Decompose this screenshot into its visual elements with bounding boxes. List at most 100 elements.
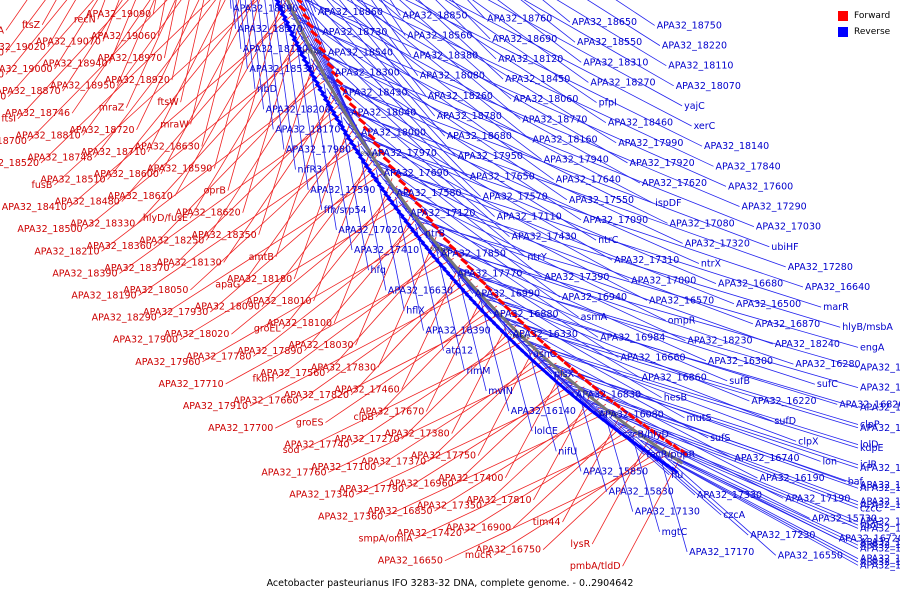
gene-arrow[interactable] bbox=[298, 4, 307, 13]
gene-label[interactable]: hlyB/msbA bbox=[842, 322, 893, 333]
gene-label[interactable]: ntrX bbox=[701, 259, 722, 270]
gene-arrow[interactable] bbox=[311, 77, 321, 86]
gene-arrow[interactable] bbox=[326, 62, 335, 70]
gene-arrow[interactable] bbox=[339, 86, 348, 94]
gene-label[interactable]: APA32_18610 bbox=[108, 191, 173, 202]
gene-arrow[interactable] bbox=[281, 17, 291, 25]
gene-label[interactable]: APA32_16300 bbox=[708, 356, 773, 367]
gene-label[interactable]: APA32_16220 bbox=[751, 396, 816, 407]
gene-label[interactable]: mraW bbox=[160, 119, 189, 130]
gene-label[interactable]: asnC bbox=[533, 349, 557, 360]
gene-arrow[interactable] bbox=[516, 317, 525, 325]
gene-arrow[interactable] bbox=[591, 384, 600, 392]
gene-label[interactable]: APA32_18180 bbox=[227, 274, 292, 285]
gene-label[interactable]: APA32_16680 bbox=[718, 279, 783, 290]
gene-label[interactable]: APA32_17810 bbox=[466, 495, 531, 506]
gene-arrow[interactable] bbox=[291, 37, 300, 45]
gene-arrow[interactable] bbox=[570, 366, 579, 375]
gene-label[interactable]: APA32_18210 bbox=[34, 246, 99, 257]
gene-arrow[interactable] bbox=[362, 125, 371, 133]
gene-label[interactable]: mraZ bbox=[99, 103, 125, 114]
gene-label[interactable]: APA32_18500 bbox=[17, 224, 82, 235]
gene-label[interactable]: APA32_18300 bbox=[335, 67, 400, 78]
gene-label[interactable]: APA32_16570 bbox=[649, 295, 714, 306]
gene-label[interactable]: APA32_18080 bbox=[420, 71, 485, 82]
gene-label[interactable]: marR bbox=[823, 302, 849, 313]
gene-label[interactable]: APA32_17290 bbox=[742, 202, 807, 213]
gene-label[interactable]: lolD bbox=[860, 440, 878, 451]
gene-label[interactable]: APA32_18220 bbox=[662, 41, 727, 52]
gene-arrow[interactable] bbox=[309, 29, 319, 38]
gene-label[interactable]: APA32_16430 bbox=[860, 557, 900, 568]
gene-arrow[interactable] bbox=[478, 278, 487, 286]
gene-label[interactable]: lysR bbox=[570, 539, 590, 550]
gene-label[interactable]: APA32_17120 bbox=[410, 208, 475, 219]
gene-label[interactable]: APA32_17460 bbox=[335, 384, 400, 395]
gene-label[interactable]: hfq bbox=[371, 265, 386, 276]
gene-label[interactable]: APA32_17650 bbox=[470, 171, 535, 182]
gene-label[interactable]: APA32_17100 bbox=[311, 462, 376, 473]
gene-arrow[interactable] bbox=[354, 150, 363, 158]
gene-label[interactable]: xerC bbox=[694, 121, 716, 132]
gene-label[interactable]: APA32_17080 bbox=[670, 218, 735, 229]
gene-label[interactable]: APA32_16820 bbox=[839, 399, 900, 410]
gene-label[interactable]: groEL bbox=[254, 324, 282, 335]
gene-label[interactable]: APA32_18290 bbox=[92, 313, 157, 324]
gene-arrow[interactable] bbox=[536, 336, 545, 344]
gene-label[interactable]: APA32_17270 bbox=[334, 434, 399, 445]
gene-label[interactable]: APA32_16960 bbox=[389, 478, 454, 489]
gene-label[interactable]: APA32_17670 bbox=[359, 407, 424, 418]
gene-arrow[interactable] bbox=[670, 466, 679, 474]
gene-label[interactable]: sufS bbox=[710, 433, 730, 444]
gene-arrow[interactable] bbox=[529, 330, 538, 338]
gene-label[interactable]: pmbA/tldD bbox=[570, 561, 621, 572]
gene-label[interactable]: APA32_18530 bbox=[249, 64, 314, 75]
gene-label[interactable]: APA32_17600 bbox=[728, 181, 793, 192]
gene-label[interactable]: APA32_16830 bbox=[576, 389, 641, 400]
gene-label[interactable]: APA32_17280 bbox=[788, 262, 853, 273]
gene-arrow[interactable] bbox=[448, 243, 457, 252]
gene-arrow[interactable] bbox=[509, 311, 519, 319]
gene-label[interactable]: APA32_18850 bbox=[402, 10, 467, 21]
gene-arrow[interactable] bbox=[294, 42, 303, 51]
gene-label[interactable]: APA32_18560 bbox=[407, 31, 472, 42]
gene-arrow[interactable] bbox=[325, 102, 334, 110]
gene-label[interactable]: APA32_16210 bbox=[860, 463, 900, 474]
gene-label[interactable]: czcB/hlyD bbox=[622, 430, 669, 441]
gene-arrow[interactable] bbox=[272, 0, 281, 5]
gene-label[interactable]: APA32_18140 bbox=[704, 141, 769, 152]
gene-label[interactable]: APA32_17720 bbox=[860, 480, 900, 491]
gene-label[interactable]: APA32_18130 bbox=[157, 257, 222, 268]
gene-arrow[interactable] bbox=[331, 111, 340, 120]
gene-label[interactable]: hlyD/fusE bbox=[143, 213, 188, 224]
gene-label[interactable]: APA32_18690 bbox=[492, 34, 557, 45]
gene-label[interactable]: hu bbox=[671, 470, 683, 481]
gene-label[interactable]: APA32_17940 bbox=[544, 155, 609, 166]
gene-label[interactable]: APA32_15730 bbox=[812, 513, 877, 524]
gene-label[interactable]: APA32_16500 bbox=[736, 299, 801, 310]
gene-label[interactable]: APA32_17370 bbox=[361, 456, 426, 467]
gene-label[interactable]: APA32_16520 bbox=[860, 403, 900, 414]
gene-arrow[interactable] bbox=[337, 121, 346, 130]
gene-label[interactable]: APA32_18200 bbox=[266, 104, 331, 115]
gene-label[interactable]: APA32_17750 bbox=[411, 451, 476, 462]
gene-label[interactable]: APA32_17320 bbox=[685, 238, 750, 249]
gene-arrow[interactable] bbox=[339, 126, 349, 134]
gene-label[interactable]: APA32_18250 bbox=[139, 235, 204, 246]
gene-label[interactable]: APA32_17150 bbox=[860, 523, 900, 534]
gene-label[interactable]: smpA/omlA bbox=[359, 534, 414, 545]
gene-label[interactable]: APA32_18350 bbox=[192, 230, 257, 241]
gene-label[interactable]: APA32_18970 bbox=[97, 53, 162, 64]
gene-arrow[interactable] bbox=[309, 72, 318, 81]
gene-arrow[interactable] bbox=[425, 215, 434, 223]
gene-arrow[interactable] bbox=[306, 67, 315, 76]
gene-label[interactable]: APA32_18510 bbox=[40, 175, 105, 186]
gene-label[interactable]: APA32_16870 bbox=[755, 319, 820, 330]
gene-arrow[interactable] bbox=[419, 208, 428, 216]
gene-arrow[interactable] bbox=[403, 186, 412, 194]
gene-label[interactable]: APA32_18620 bbox=[176, 208, 241, 219]
gene-label[interactable]: APA32_19020 bbox=[0, 42, 46, 53]
gene-arrow[interactable] bbox=[598, 390, 607, 398]
gene-arrow[interactable] bbox=[342, 131, 351, 139]
gene-label[interactable]: APA32_17330 bbox=[697, 490, 762, 501]
